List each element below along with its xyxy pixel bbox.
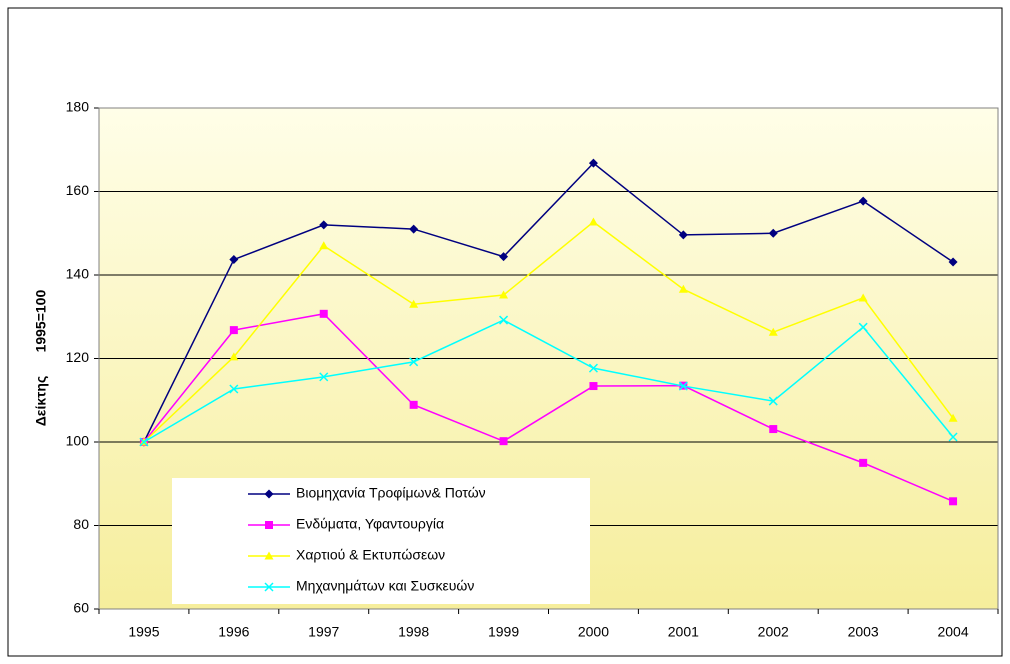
- point: [229, 352, 239, 361]
- x-tick-label: 2004: [937, 624, 968, 640]
- point: [768, 327, 778, 336]
- x-tick-label: 1995: [128, 624, 159, 640]
- x-tick-label: 2001: [668, 624, 699, 640]
- point: [409, 299, 419, 308]
- series-line: [143, 319, 954, 443]
- x-tick-label: 2003: [848, 624, 879, 640]
- point: [229, 326, 238, 335]
- point: [678, 284, 688, 293]
- x-tick-label: 2002: [758, 624, 789, 640]
- point: [409, 400, 418, 409]
- point: [264, 489, 274, 499]
- point: [589, 382, 598, 391]
- x-tick-label: 1998: [398, 624, 429, 640]
- y-tick-label: 160: [66, 182, 90, 198]
- point: [319, 309, 328, 318]
- point: [678, 230, 688, 240]
- point: [769, 425, 778, 434]
- point: [858, 196, 868, 206]
- legend-label: Βιομηχανία Τροφίμων& Ποτών: [296, 485, 486, 501]
- point: [139, 437, 149, 447]
- point: [265, 521, 273, 529]
- y-tick-label: 80: [73, 516, 89, 532]
- legend: Βιομηχανία Τροφίμων& Ποτών Ενδύματα, Υφαν…: [172, 478, 590, 604]
- x-tick-label: 2000: [578, 624, 609, 640]
- point: [409, 357, 419, 367]
- y-tick-label: 100: [66, 433, 90, 449]
- point: [264, 551, 274, 560]
- point: [858, 322, 868, 332]
- y-tick-label: 120: [66, 349, 90, 365]
- x-tick-label: 1996: [218, 624, 249, 640]
- point: [264, 582, 274, 592]
- point: [319, 241, 329, 250]
- legend-label: Μηχανημάτων και Συσκευών: [296, 578, 474, 594]
- x-tick-label: 1999: [488, 624, 519, 640]
- point: [858, 293, 868, 302]
- point: [319, 372, 329, 382]
- point: [678, 381, 688, 391]
- point: [948, 432, 958, 442]
- point: [768, 396, 778, 406]
- point: [499, 315, 509, 325]
- series-line: [143, 221, 954, 443]
- point: [499, 252, 509, 262]
- point: [499, 437, 508, 446]
- y-axis-label: Δείκτης 1995=100: [33, 290, 49, 427]
- point: [588, 158, 598, 168]
- point: [948, 257, 958, 267]
- point: [409, 224, 419, 234]
- point: [768, 228, 778, 238]
- series-line: [143, 162, 954, 443]
- y-tick-label: 180: [66, 99, 90, 115]
- point: [948, 413, 958, 422]
- legend-box: [172, 478, 590, 604]
- legend-label: Χαρτιού & Εκτυπώσεων: [296, 547, 445, 563]
- legend-label: Ενδύματα, Υφαντουργία: [296, 516, 444, 532]
- point: [229, 384, 239, 394]
- y-tick-label: 60: [73, 600, 89, 616]
- series-line: [143, 313, 954, 502]
- point: [859, 458, 868, 467]
- point: [949, 497, 958, 506]
- point: [588, 217, 598, 226]
- y-tick-label: 140: [66, 266, 90, 282]
- x-tick-label: 1997: [308, 624, 339, 640]
- point: [229, 255, 239, 265]
- point: [499, 290, 509, 299]
- point: [319, 220, 329, 230]
- point: [588, 363, 598, 373]
